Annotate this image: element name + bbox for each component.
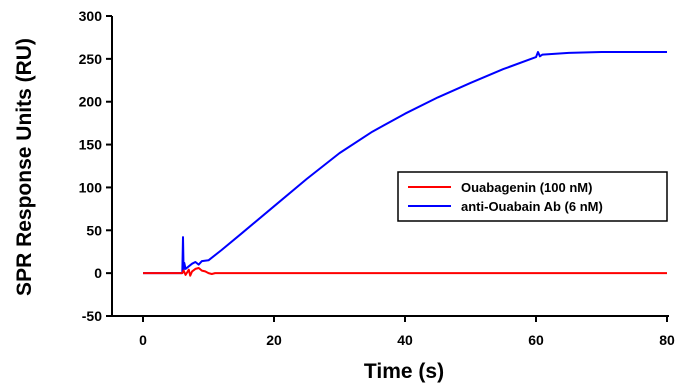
y-tick-label: 100 [79, 179, 103, 195]
y-axis-ticks: -50 0 50 100 150 200 250 300 [79, 8, 112, 324]
x-tick-label: 80 [659, 332, 675, 348]
y-tick-label: 300 [79, 8, 103, 24]
legend-box [397, 171, 668, 222]
x-tick-label: 40 [397, 332, 413, 348]
x-tick-label: 60 [528, 332, 544, 348]
y-tick-label: 250 [79, 51, 103, 67]
y-tick-label: 150 [79, 137, 103, 153]
x-tick-label: 20 [266, 332, 282, 348]
legend: Ouabagenin (100 nM) anti-Ouabain Ab (6 n… [397, 171, 668, 222]
x-axis-ticks: 0 20 40 60 80 [139, 316, 675, 348]
y-tick-label: -50 [82, 308, 102, 324]
legend-label-anti-ouabain-ab: anti-Ouabain Ab (6 nM) [461, 199, 603, 214]
series-lines [143, 51, 667, 277]
y-tick-label: 0 [94, 265, 102, 281]
x-axis-title: Time (s) [364, 360, 444, 383]
y-tick-label: 50 [86, 222, 102, 238]
x-tick-label: 0 [139, 332, 147, 348]
series-line-ouabagenin [143, 267, 667, 277]
series-line-anti-ouabain-ab [143, 51, 667, 275]
y-tick-label: 200 [79, 94, 103, 110]
legend-label-ouabagenin: Ouabagenin (100 nM) [461, 180, 592, 195]
y-axis-title: SPR Response Units (RU) [13, 38, 36, 296]
